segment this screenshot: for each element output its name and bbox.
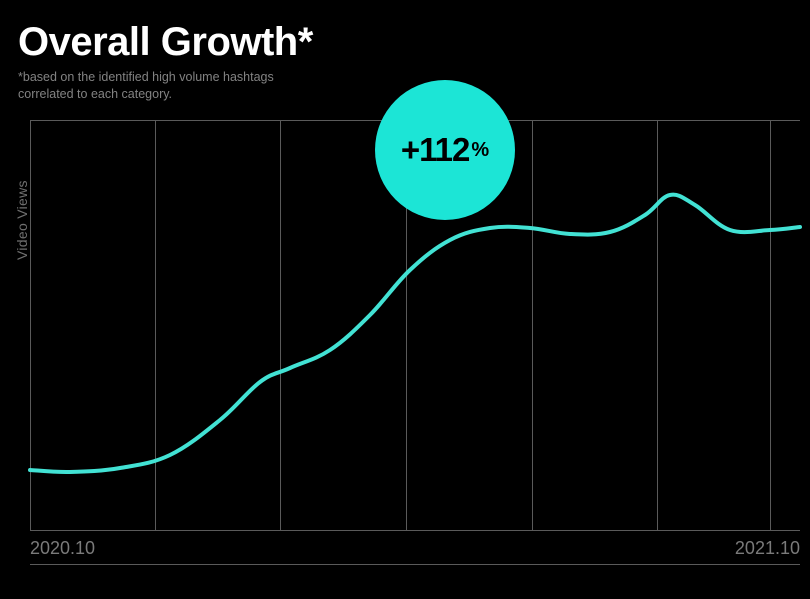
badge-inner: +112% (375, 80, 515, 220)
chart-bottom-border (30, 530, 800, 531)
chart-area: +112% 2020.10 2021.10 (30, 120, 800, 530)
growth-badge: +112% (375, 80, 515, 220)
chart-title: Overall Growth* (18, 20, 313, 65)
subtitle-line-2: correlated to each category. (18, 87, 172, 101)
badge-value: +112 (401, 131, 470, 169)
title-block: Overall Growth* *based on the identified… (18, 20, 313, 103)
badge-suffix: % (471, 139, 489, 162)
x-axis-end-label: 2021.10 (735, 538, 800, 559)
chart-footer-border (30, 564, 800, 565)
subtitle-line-1: *based on the identified high volume has… (18, 70, 274, 84)
x-axis-start-label: 2020.10 (30, 538, 95, 559)
chart-subtitle: *based on the identified high volume has… (18, 69, 313, 103)
y-axis-label: Video Views (14, 180, 30, 260)
